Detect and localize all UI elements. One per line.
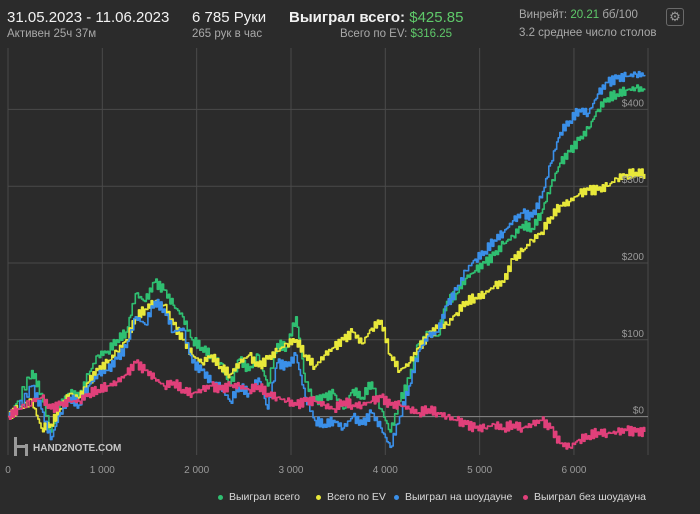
won-total-label: Выиграл всего: [289,9,406,26]
series-line-0 [8,84,646,433]
legend-dot [394,494,399,500]
winrate: Винрейт: 20.21 бб/100 [519,9,638,21]
legend-dot [218,494,223,500]
won-total: Выиграл всего: $425.85 [289,9,463,26]
x-tick-label: 3 000 [278,465,303,476]
hands-per-hour: 265 рук в час [192,28,263,40]
legend-dot [523,494,528,500]
x-tick-label: 2 000 [184,465,209,476]
ev-total-value: $316.25 [410,28,453,40]
legend-label: Выиграл без шоудауна [534,491,646,503]
x-tick-label: 6 000 [561,465,586,476]
active-time: Активен 25ч 37м [7,28,97,40]
series-line-1 [8,168,646,433]
hand2note-logo-icon [14,437,28,456]
legend-label: Выиграл всего [229,491,300,503]
ev-total: Всего по EV: $316.25 [340,28,452,40]
winrate-value: 20.21 [570,9,600,21]
date-range: 31.05.2023 - 11.06.2023 [7,9,170,26]
legend-item-won-total[interactable]: Выиграл всего [218,491,300,503]
won-total-value: $425.85 [409,9,464,26]
x-tick-label: 5 000 [467,465,492,476]
legend-item-showdown[interactable]: Выиграл на шоудауне [394,491,512,503]
y-tick-label: $200 [622,252,645,263]
x-tick-label: 0 [5,465,11,476]
x-tick-label: 4 000 [373,465,398,476]
legend-label: Выиграл на шоудауне [405,491,513,503]
y-tick-label: $0 [633,406,645,417]
settings-gear-icon[interactable]: ⚙ [666,8,684,26]
winrate-label: Винрейт: [519,9,568,21]
legend-dot [316,494,321,500]
ev-total-label: Всего по EV: [340,28,408,40]
y-tick-label: $100 [622,329,645,340]
hands-count: 6 785 Руки [192,9,267,26]
x-tick-label: 1 000 [90,465,115,476]
profit-graph: HAND2NOTE.COM 0 1 000 2 000 3 000 4 000 5 000… [5,48,649,476]
y-tick-label: $400 [622,98,645,109]
winrate-unit: бб/100 [602,9,638,21]
avg-tables: 3.2 среднее число столов [519,27,657,39]
legend-label: Всего по EV [327,491,386,503]
y-tick-label: $300 [622,175,645,186]
hand2note-watermark: HAND2NOTE.COM [33,443,121,454]
series-line-3 [8,359,646,450]
hand2note-logo: HAND2NOTE.COM [14,437,121,456]
legend-item-ev[interactable]: Всего по EV [316,491,386,503]
series-line-2 [8,70,646,449]
legend-item-non-showdown[interactable]: Выиграл без шоудауна [523,491,646,503]
